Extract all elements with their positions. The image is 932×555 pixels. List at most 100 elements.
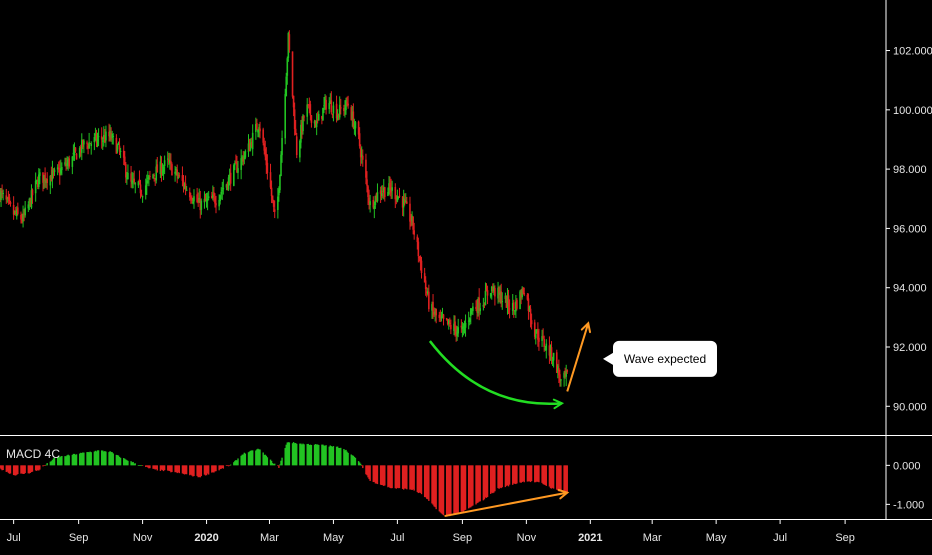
candle-body: [508, 308, 511, 310]
candle-body: [204, 196, 207, 202]
candle: [439, 309, 442, 322]
candle: [17, 202, 19, 216]
candle-body: [293, 109, 296, 130]
macd-bar: [286, 442, 288, 466]
candle-body: [307, 104, 310, 106]
macd-bar: [472, 465, 474, 506]
candle-body: [438, 314, 441, 318]
curved-arrow-path[interactable]: [428, 340, 563, 406]
candle-body: [72, 152, 75, 155]
macd-bar: [31, 465, 34, 472]
candle: [551, 356, 554, 366]
candle-body: [280, 154, 282, 177]
macd-bar: [442, 465, 445, 516]
candle-body: [313, 121, 316, 124]
macd-bar: [182, 465, 185, 474]
candle: [203, 191, 206, 209]
candle-body: [138, 179, 141, 182]
macd-bar: [102, 450, 104, 466]
candle: [259, 121, 261, 139]
macd-axis[interactable]: 0.000 -1.000: [886, 460, 924, 511]
candle: [110, 127, 112, 142]
macd-bar: [156, 465, 158, 471]
macd-bar: [404, 465, 406, 489]
candle: [183, 182, 186, 190]
candle: [523, 287, 526, 297]
candle: [235, 154, 237, 164]
candle: [75, 152, 78, 160]
macd-bar: [78, 453, 81, 466]
macd-bar: [544, 465, 546, 486]
macd-bar: [212, 465, 214, 473]
candle: [467, 311, 470, 330]
candle: [507, 289, 510, 315]
time-axis[interactable]: Jul Sep Nov 2020 Mar May Jul Sep Nov 2021 Mar May Ju…: [7, 519, 855, 545]
macd-bar: [198, 465, 200, 478]
candle: [30, 184, 33, 210]
candle-body: [419, 256, 422, 263]
candle-body: [134, 183, 137, 185]
candle-body: [457, 327, 460, 334]
candle-body: [410, 221, 412, 223]
macd-bar: [426, 465, 428, 499]
macd-bar: [365, 465, 367, 475]
candle-body: [292, 95, 295, 108]
candle: [450, 319, 452, 335]
macd-arrow-line[interactable]: [444, 491, 568, 518]
macd-bar: [271, 463, 274, 466]
macd-bar: [270, 460, 273, 466]
macd-bar: [6, 465, 9, 472]
candle-body: [332, 105, 335, 114]
macd-bar: [434, 465, 436, 508]
macd-bar: [90, 452, 92, 466]
candle: [281, 130, 283, 163]
candle-body: [80, 139, 83, 153]
candle: [22, 205, 24, 228]
macd-bar: [167, 465, 169, 471]
candle: [78, 146, 81, 159]
callout-wave-expected[interactable]: Wave expected: [602, 340, 717, 377]
candle: [156, 156, 159, 173]
macd-bar: [255, 450, 257, 466]
macd-bar: [257, 448, 259, 466]
macd-bar: [132, 461, 134, 466]
candle-body: [391, 187, 393, 191]
candle: [328, 97, 331, 114]
candle: [112, 133, 115, 145]
candle: [148, 174, 150, 187]
candle: [88, 132, 90, 150]
candle: [367, 184, 369, 206]
candle-body: [309, 104, 312, 116]
macd-bar: [486, 465, 489, 497]
price-arrow-line[interactable]: [566, 322, 590, 392]
macd-bar: [375, 465, 378, 484]
macd-bar: [72, 453, 75, 466]
candle: [339, 98, 342, 115]
candle-body: [492, 287, 494, 291]
macd-bar: [309, 444, 312, 466]
macd-bar: [557, 465, 559, 491]
price-axis[interactable]: 102.000 100.000 98.000 96.000 94.000 92.000 90…: [886, 46, 932, 414]
candle: [403, 193, 406, 206]
candle-body: [287, 33, 290, 58]
candle-body: [53, 169, 56, 173]
candle: [504, 292, 507, 303]
candle-body: [388, 183, 390, 190]
candle-body: [108, 131, 110, 137]
macd-bar: [28, 465, 31, 474]
macd-bar: [336, 446, 339, 466]
macd-bar: [469, 465, 471, 508]
macd-bar: [395, 465, 398, 489]
macd-bar: [438, 465, 441, 512]
candle: [447, 318, 450, 330]
candle: [485, 283, 488, 292]
candle-body: [259, 128, 261, 132]
candle-body: [43, 175, 45, 181]
candle: [368, 189, 370, 210]
candle-body: [170, 160, 172, 163]
candle: [402, 189, 405, 217]
candle: [162, 164, 165, 181]
macd-bar: [108, 452, 110, 466]
macd-bar: [499, 465, 501, 488]
